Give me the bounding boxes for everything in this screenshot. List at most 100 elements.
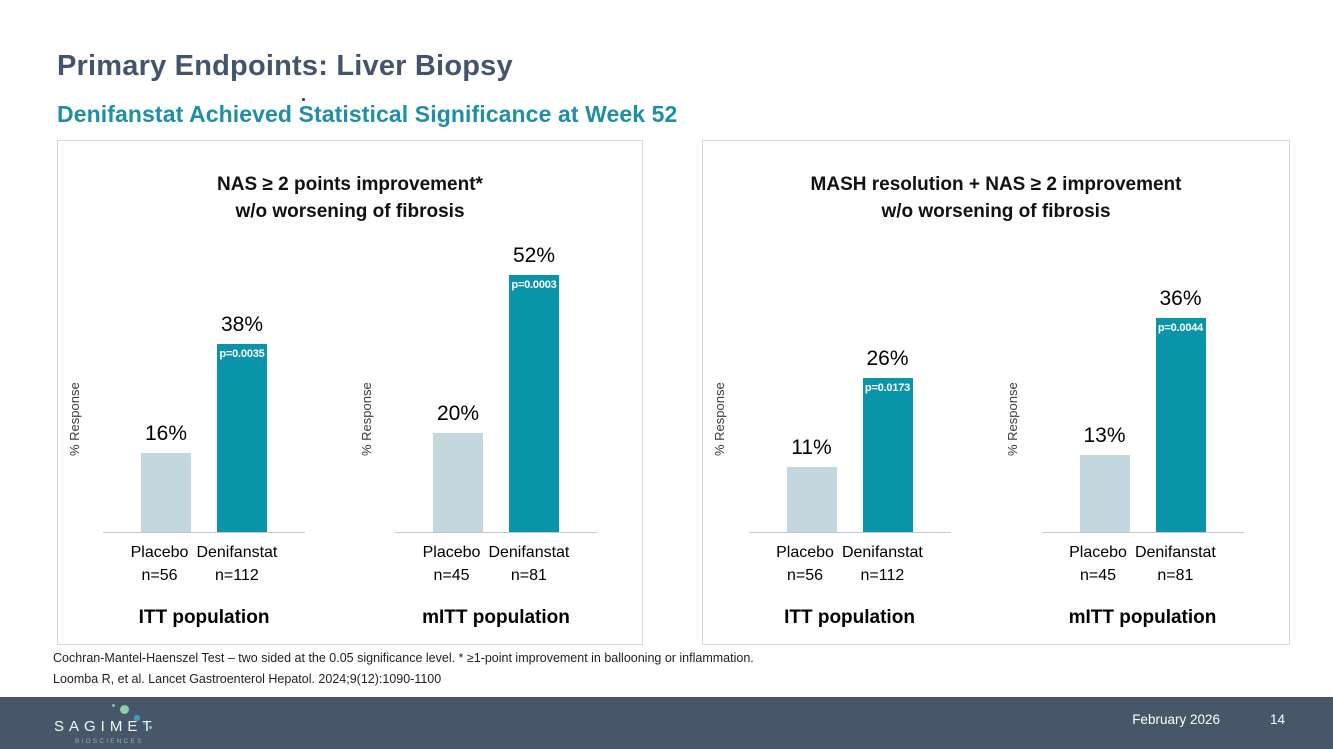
bar-value-label: 16% [144, 422, 188, 445]
x-axis-line [395, 532, 597, 533]
bar-name-column: Placebo n=56 [776, 543, 834, 585]
chart-title-line: MASH resolution + NAS ≥ 2 improvement [810, 174, 1182, 195]
chart-title: NAS ≥ 2 points improvement* w/o worsening… [58, 171, 642, 225]
plot-area: % Response 20% 52% p=0.0003 [350, 225, 642, 532]
bar-names: Placebo n=56 Denifanstat n=112 [131, 543, 278, 585]
chart-groups: % Response 16% 38% p=0.0035 Placebo n=56 Denif… [58, 225, 642, 629]
chart-title-line: w/o worsening of fibrosis [881, 201, 1111, 222]
bar-column: 52% p=0.0003 [509, 244, 559, 532]
bar-name-column: Denifanstat n=112 [842, 543, 923, 585]
sample-size: n=56 [141, 567, 178, 584]
bar-column: 11% [786, 436, 837, 532]
chart-group: % Response 20% 52% p=0.0003 Placebo n=45 Denif… [350, 225, 642, 629]
y-axis-label: % Response [359, 382, 374, 456]
placebo-bar [433, 433, 483, 532]
bar-name-column: Denifanstat n=81 [1135, 543, 1216, 585]
x-axis-line [1041, 532, 1244, 533]
bar-name-column: Denifanstat n=81 [488, 543, 569, 585]
bar-pair: 11% 26% p=0.0173 [703, 225, 996, 532]
population-label: ITT population [784, 607, 915, 628]
bar-value-label: 38% [220, 313, 264, 336]
placebo-bar [141, 453, 191, 532]
y-axis-label: % Response [1005, 382, 1020, 456]
sample-size: n=112 [215, 567, 259, 584]
bar-pair: 13% 36% p=0.0044 [996, 225, 1289, 532]
sagimet-logo: SAGIMET BIOSCIENCES [54, 700, 184, 746]
plot-area: % Response 16% 38% p=0.0035 [58, 225, 350, 532]
logo-wordmark: SAGIMET [54, 718, 157, 735]
bar-value-label: 20% [436, 402, 480, 425]
p-value-label: p=0.0044 [1157, 322, 1204, 334]
series-name: Denifanstat [1134, 544, 1216, 561]
bar-column: 38% p=0.0035 [217, 313, 267, 532]
sample-size: n=81 [510, 567, 547, 584]
series-name: Denifanstat [841, 544, 923, 561]
bar-pair: 20% 52% p=0.0003 [350, 225, 642, 532]
sample-size: n=45 [1080, 567, 1117, 584]
chart-group: % Response 11% 26% p=0.0173 Placebo n=56 Denif… [703, 225, 996, 629]
reference-citation: Loomba R, et al. Lancet Gastroenterol He… [53, 672, 442, 686]
footnotes: Cochran-Mantel-Haenszel Test – two sided… [53, 648, 754, 690]
plot-area: % Response 13% 36% p=0.0044 [996, 225, 1289, 532]
chart-title-line: w/o worsening of fibrosis [235, 201, 465, 222]
bar-column: 13% [1079, 424, 1130, 532]
footer-date: February 2026 [1132, 712, 1220, 727]
population-label: mITT population [1068, 607, 1217, 628]
population-label: ITT population [138, 607, 270, 628]
p-value-label: p=0.0003 [511, 279, 557, 291]
p-value-label: p=0.0035 [219, 348, 265, 360]
chart-panel-mash-resolution: MASH resolution + NAS ≥ 2 improvement w/o… [702, 140, 1290, 645]
series-name: Placebo [130, 544, 189, 561]
bar-value-label: 11% [791, 436, 832, 459]
bar-column: 26% p=0.0173 [862, 347, 913, 532]
footnote-line: Cochran-Mantel-Haenszel Test – two sided… [53, 651, 754, 665]
denifanstat-bar: p=0.0173 [862, 378, 913, 532]
bar-names: Placebo n=45 Denifanstat n=81 [1069, 543, 1216, 585]
bar-value-label: 13% [1083, 424, 1126, 447]
chart-panel-nas-improvement: NAS ≥ 2 points improvement* w/o worsening… [57, 140, 643, 645]
bar-column: 20% [433, 402, 483, 532]
series-name: Placebo [1069, 544, 1127, 561]
bar-pair: 16% 38% p=0.0035 [58, 225, 350, 532]
denifanstat-bar: p=0.0003 [509, 275, 559, 532]
bar-column: 36% p=0.0044 [1155, 287, 1206, 532]
y-axis-label: % Response [67, 382, 82, 456]
series-name: Placebo [422, 544, 481, 561]
bar-name-column: Placebo n=45 [423, 543, 481, 585]
logo-subtext: BIOSCIENCES [75, 738, 144, 745]
sample-size: n=81 [1157, 567, 1194, 584]
chart-title-line: NAS ≥ 2 points improvement* [217, 174, 483, 195]
page-title: Primary Endpoints: Liver Biopsy [57, 50, 513, 82]
bar-column: 16% [141, 422, 191, 532]
bar-name-column: Placebo n=45 [1069, 543, 1127, 585]
chart-group: % Response 16% 38% p=0.0035 Placebo n=56 Denif… [58, 225, 350, 629]
series-name: Placebo [776, 544, 834, 561]
bar-name-column: Placebo n=56 [131, 543, 189, 585]
plot-area: % Response 11% 26% p=0.0173 [703, 225, 996, 532]
placebo-bar [786, 467, 837, 532]
footer-bar: SAGIMET BIOSCIENCES [0, 697, 1333, 749]
bar-value-label: 52% [512, 244, 556, 267]
chart-title: MASH resolution + NAS ≥ 2 improvement w/o… [703, 171, 1289, 225]
sample-size: n=112 [860, 567, 905, 584]
bar-names: Placebo n=45 Denifanstat n=81 [423, 543, 570, 585]
x-axis-line [103, 532, 305, 533]
page-subtitle: Denifanstat Achieved Statistical Signifi… [57, 101, 678, 127]
p-value-label: p=0.0173 [864, 382, 911, 394]
population-label: mITT population [422, 607, 570, 628]
sample-size: n=45 [433, 567, 470, 584]
y-axis-label: % Response [712, 382, 727, 456]
stray-dot [302, 98, 305, 101]
series-name: Denifanstat [488, 544, 570, 561]
denifanstat-bar: p=0.0035 [217, 344, 267, 532]
sample-size: n=56 [787, 567, 824, 584]
bar-name-column: Denifanstat n=112 [196, 543, 277, 585]
chart-group: % Response 13% 36% p=0.0044 Placebo n=45 Denif… [996, 225, 1289, 629]
bar-value-label: 36% [1159, 287, 1202, 310]
page-number: 14 [1269, 712, 1285, 727]
series-name: Denifanstat [196, 544, 278, 561]
bar-names: Placebo n=56 Denifanstat n=112 [776, 543, 923, 585]
bar-value-label: 26% [866, 347, 909, 370]
placebo-bar [1079, 455, 1130, 532]
